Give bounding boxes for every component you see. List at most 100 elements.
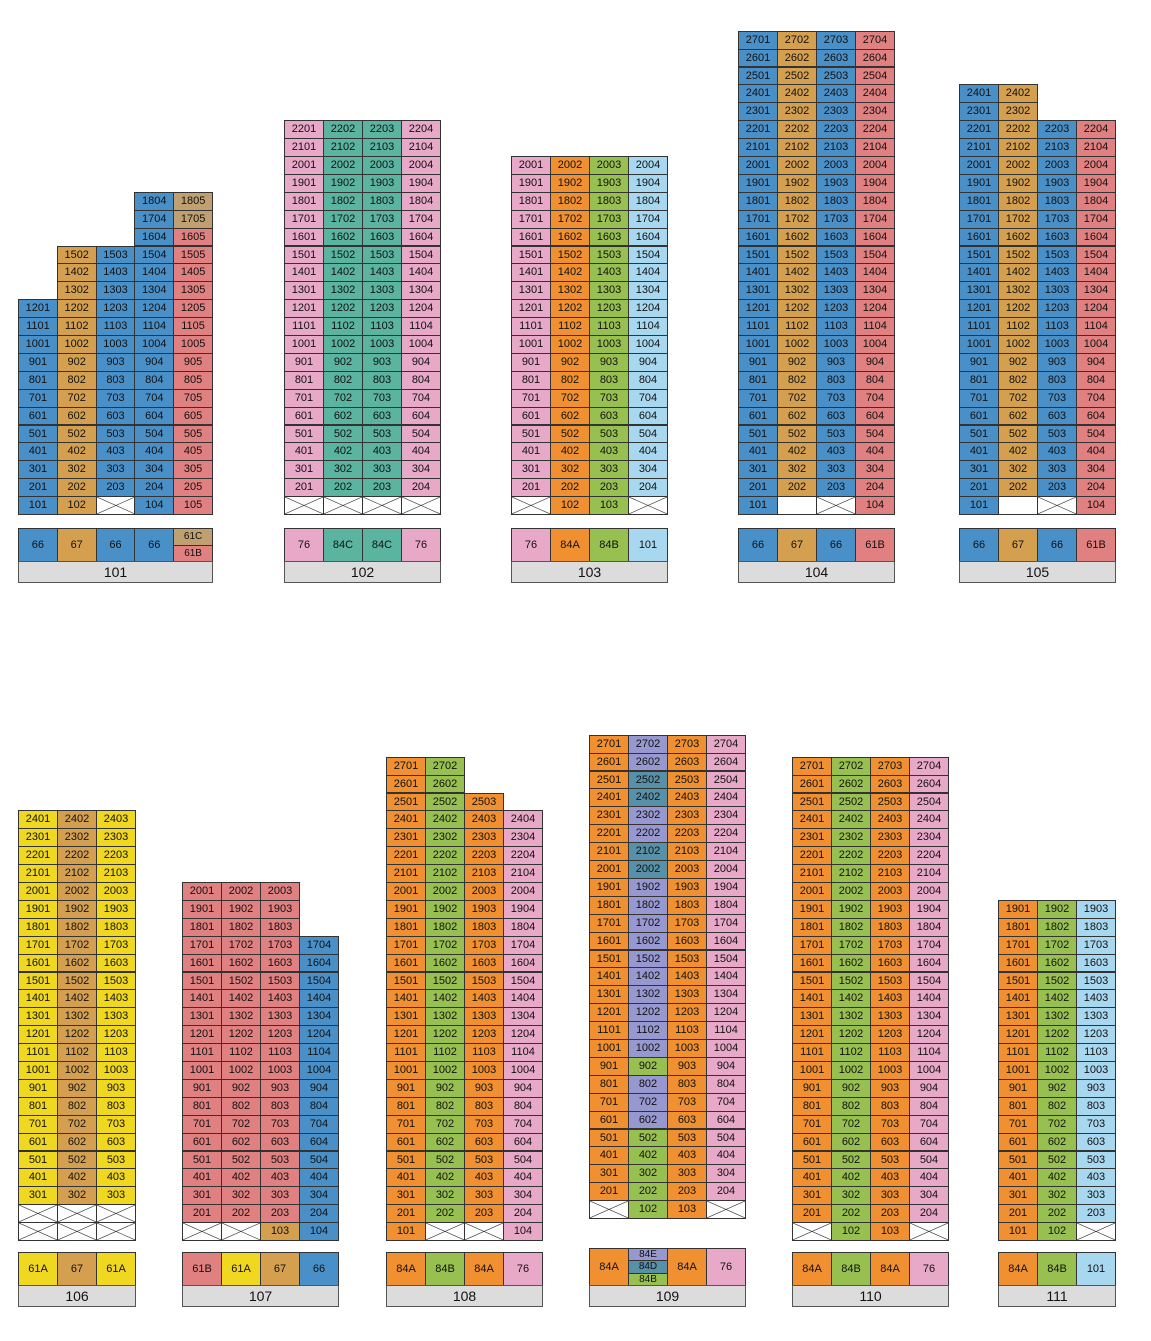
unit-cell[interactable]: 602: [1037, 1132, 1077, 1152]
unit-cell[interactable]: 1301: [511, 281, 551, 301]
unit-cell[interactable]: 2501: [589, 770, 629, 790]
unit-cell[interactable]: 1002: [323, 335, 363, 354]
unit-cell[interactable]: 1103: [95, 317, 136, 336]
unit-cell[interactable]: 1601: [738, 227, 778, 247]
unit-cell[interactable]: 2201: [386, 846, 426, 866]
unit-cell[interactable]: 1903: [667, 877, 707, 897]
unit-cell[interactable]: 803: [667, 1074, 707, 1094]
unit-cell[interactable]: 1001: [18, 335, 58, 354]
unit-cell[interactable]: 203: [1076, 1204, 1116, 1224]
unit-cell[interactable]: 704: [706, 1092, 746, 1112]
unit-cell[interactable]: 1903: [96, 899, 136, 919]
unit-cell[interactable]: 704: [401, 388, 441, 408]
unit-cell[interactable]: 1503: [589, 245, 629, 265]
unit-cell[interactable]: 1704: [1076, 209, 1116, 229]
unit-cell[interactable]: 801: [998, 1096, 1038, 1116]
unit-cell[interactable]: 2203: [816, 120, 856, 140]
unit-cell[interactable]: 603: [96, 1132, 136, 1152]
unit-cell[interactable]: 203: [260, 1204, 300, 1224]
unit-cell[interactable]: 704: [1076, 388, 1116, 408]
unit-cell[interactable]: 1602: [221, 953, 261, 973]
unit-cell[interactable]: 2104: [909, 864, 949, 883]
unit-cell[interactable]: 1504: [401, 245, 441, 265]
unit-cell[interactable]: 903: [96, 1078, 136, 1098]
unit-cell[interactable]: 404: [628, 442, 668, 462]
unit-cell[interactable]: 2303: [464, 828, 504, 848]
unit-cell[interactable]: 1701: [792, 935, 832, 955]
unit-cell[interactable]: 2103: [870, 864, 910, 883]
unit-cell[interactable]: 1802: [323, 191, 363, 211]
unit-cell[interactable]: 2502: [777, 66, 817, 86]
unit-cell[interactable]: 1001: [959, 335, 999, 354]
unit-cell[interactable]: 2202: [777, 120, 817, 140]
unit-cell[interactable]: 702: [550, 388, 590, 408]
unit-cell[interactable]: 304: [1076, 460, 1116, 480]
unit-cell[interactable]: 402: [628, 1146, 668, 1166]
unit-cell[interactable]: 1104: [401, 317, 441, 336]
unit-cell[interactable]: 305: [173, 460, 213, 480]
unit-cell[interactable]: 302: [628, 1164, 668, 1184]
unit-cell[interactable]: 1704: [706, 913, 746, 933]
unit-cell[interactable]: 1101: [18, 317, 58, 336]
unit-cell[interactable]: 1802: [628, 895, 668, 915]
unit-cell[interactable]: 1004: [503, 1061, 543, 1080]
unit-cell[interactable]: 101: [738, 496, 778, 515]
unit-cell[interactable]: 804: [628, 370, 668, 390]
unit-cell[interactable]: 405: [173, 442, 213, 462]
unit-cell[interactable]: 702: [998, 388, 1038, 408]
unit-cell[interactable]: 2304: [909, 828, 949, 848]
unit-cell[interactable]: 1305: [173, 281, 213, 301]
unit-cell[interactable]: 2303: [870, 828, 910, 848]
unit-cell[interactable]: 1103: [816, 317, 856, 336]
unit-cell[interactable]: 1502: [777, 245, 817, 265]
unit-cell[interactable]: 1601: [386, 953, 426, 973]
unit-cell[interactable]: 1003: [589, 335, 629, 354]
unit-cell[interactable]: 604: [299, 1132, 339, 1152]
unit-cell[interactable]: 2101: [386, 864, 426, 883]
unit-cell[interactable]: 1801: [182, 917, 222, 937]
unit-cell[interactable]: 1202: [998, 299, 1038, 319]
unit-cell[interactable]: 601: [386, 1132, 426, 1152]
unit-cell[interactable]: 1004: [299, 1061, 339, 1080]
unit-cell[interactable]: 1004: [401, 335, 441, 354]
unit-cell[interactable]: 2201: [959, 120, 999, 140]
unit-cell[interactable]: 504: [1076, 424, 1116, 444]
unit-cell[interactable]: 2704: [706, 734, 746, 754]
unit-cell[interactable]: 604: [401, 406, 441, 426]
unit-cell[interactable]: 2003: [464, 882, 504, 901]
unit-cell[interactable]: 1904: [503, 899, 543, 919]
unit-cell[interactable]: 2401: [959, 84, 999, 104]
unit-cell[interactable]: 1904: [909, 899, 949, 919]
unit-cell[interactable]: 1404: [401, 263, 441, 283]
unit-cell[interactable]: 1402: [56, 263, 97, 283]
unit-cell[interactable]: 605: [173, 406, 213, 426]
unit-cell[interactable]: 2402: [998, 84, 1038, 104]
unit-cell[interactable]: 2103: [362, 138, 402, 157]
unit-cell[interactable]: 2102: [998, 138, 1038, 157]
unit-cell[interactable]: 403: [96, 1168, 136, 1188]
unit-cell[interactable]: 1903: [464, 899, 504, 919]
unit-cell[interactable]: 1802: [831, 917, 871, 937]
unit-cell[interactable]: 2203: [870, 846, 910, 866]
unit-cell[interactable]: 1502: [425, 971, 465, 991]
unit-cell[interactable]: 1103: [96, 1043, 136, 1062]
unit-cell[interactable]: 1303: [260, 1007, 300, 1027]
unit-cell[interactable]: 1502: [57, 971, 97, 991]
unit-cell[interactable]: 1004: [1076, 335, 1116, 354]
unit-cell[interactable]: 1402: [998, 263, 1038, 283]
unit-cell[interactable]: 1302: [777, 281, 817, 301]
unit-cell[interactable]: 102: [831, 1222, 871, 1241]
unit-cell[interactable]: 304: [134, 460, 175, 480]
unit-cell[interactable]: 1801: [18, 917, 58, 937]
unit-cell[interactable]: 1504: [628, 245, 668, 265]
unit-cell[interactable]: 1302: [1037, 1007, 1077, 1027]
unit-cell[interactable]: 2602: [628, 752, 668, 772]
unit-cell[interactable]: 802: [56, 370, 97, 390]
unit-cell[interactable]: 2703: [667, 734, 707, 754]
unit-cell[interactable]: 1003: [464, 1061, 504, 1080]
unit-cell[interactable]: 903: [816, 352, 856, 372]
unit-cell[interactable]: 2002: [998, 156, 1038, 175]
unit-cell[interactable]: 2601: [738, 48, 778, 68]
unit-cell[interactable]: 1302: [323, 281, 363, 301]
unit-cell[interactable]: 1001: [792, 1061, 832, 1080]
